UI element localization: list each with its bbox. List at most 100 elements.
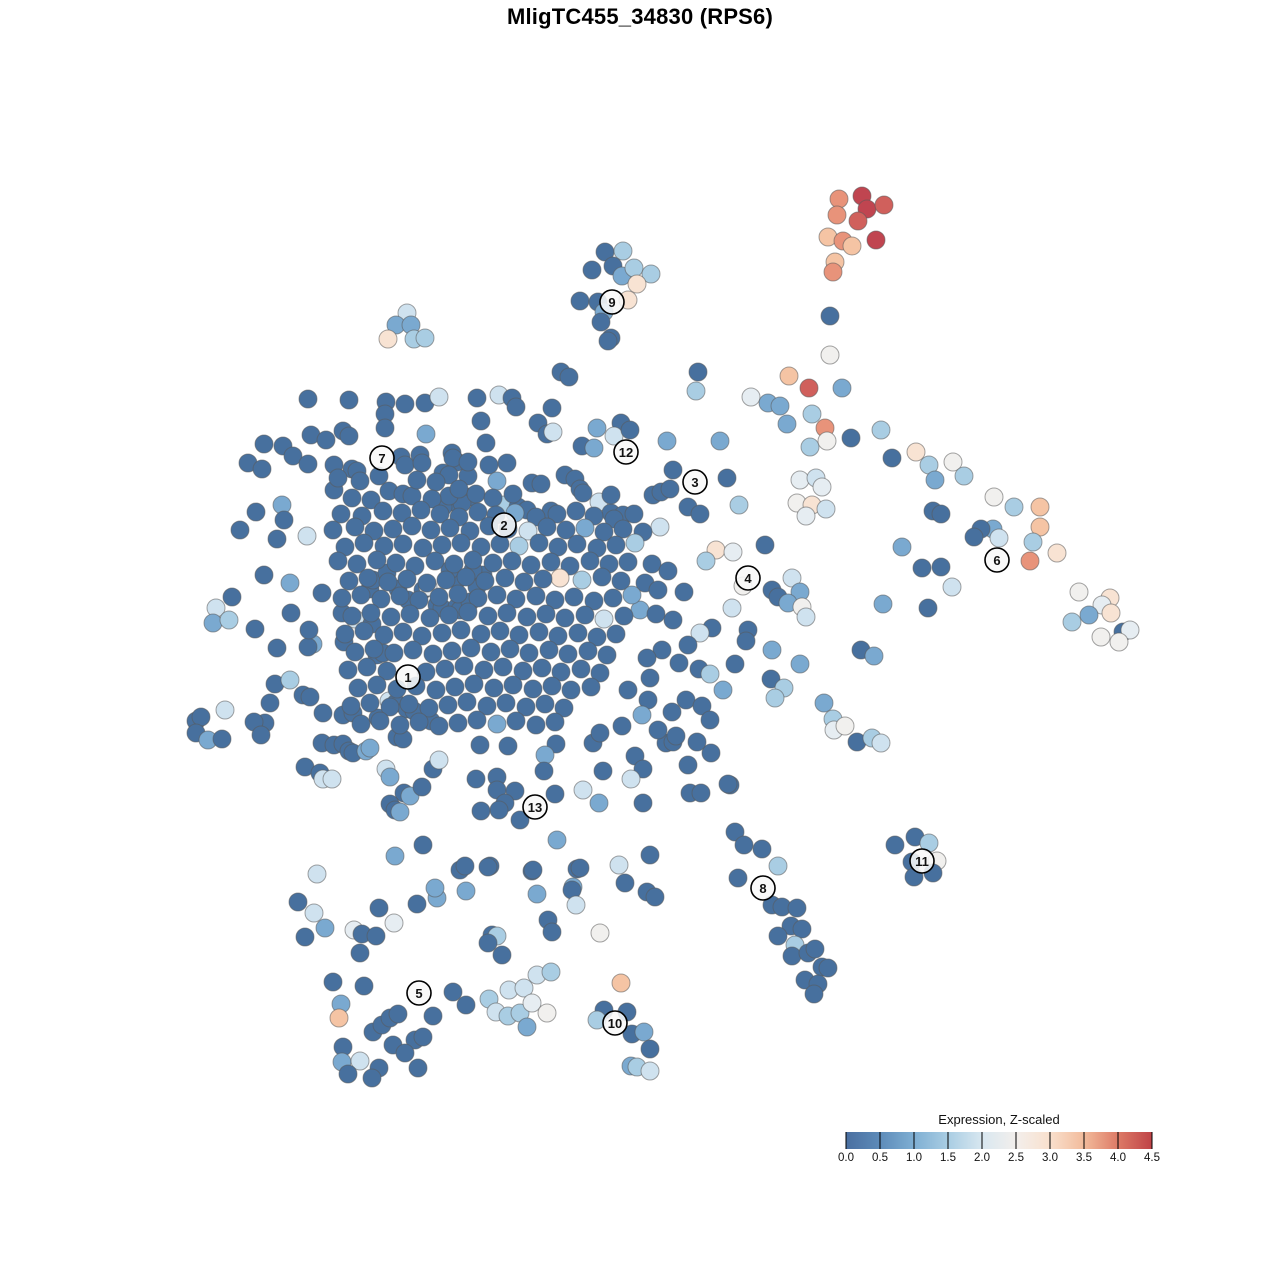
data-point: [342, 488, 362, 508]
svg-text:3: 3: [691, 475, 698, 490]
data-point: [444, 554, 464, 574]
data-point: [555, 608, 575, 628]
data-point: [413, 1027, 433, 1047]
legend-tick: [1117, 1132, 1119, 1149]
legend-tick-label: 2.5: [1008, 1152, 1024, 1164]
data-point: [645, 887, 665, 907]
legend-tick-label: 1.5: [940, 1152, 956, 1164]
data-point: [354, 533, 374, 553]
data-point: [513, 661, 533, 681]
data-point: [390, 802, 410, 822]
legend-tick: [879, 1132, 881, 1149]
data-point: [421, 520, 441, 540]
legend-title: Expression, Z-scaled: [938, 1112, 1060, 1127]
data-point: [393, 534, 413, 554]
data-point: [429, 716, 449, 736]
data-point: [561, 680, 581, 700]
data-point: [479, 455, 499, 475]
data-point: [313, 703, 333, 723]
data-point: [873, 594, 893, 614]
data-point: [522, 993, 542, 1013]
data-point: [805, 939, 825, 959]
cluster-label: 5: [406, 980, 432, 1006]
data-point: [478, 606, 498, 626]
data-point: [627, 274, 647, 294]
data-point: [534, 761, 554, 781]
data-point: [403, 640, 423, 660]
data-point: [606, 624, 626, 644]
legend-tick-label: 3.0: [1042, 1152, 1058, 1164]
data-point: [648, 720, 668, 740]
data-point: [678, 755, 698, 775]
data-point: [471, 624, 491, 644]
data-point: [383, 519, 403, 539]
data-point: [625, 533, 645, 553]
data-point: [752, 839, 772, 859]
data-point: [476, 433, 496, 453]
data-point: [297, 526, 317, 546]
legend-tick-label: 0.0: [838, 1152, 854, 1164]
data-point: [518, 521, 538, 541]
data-point: [483, 488, 503, 508]
data-point: [657, 431, 677, 451]
svg-text:4: 4: [744, 571, 752, 586]
data-point: [662, 702, 682, 722]
cluster-label: 7: [369, 445, 395, 471]
data-point: [351, 714, 371, 734]
data-point: [506, 711, 526, 731]
svg-text:11: 11: [915, 854, 929, 869]
data-point: [203, 613, 223, 633]
data-point: [624, 504, 644, 524]
data-point: [734, 835, 754, 855]
data-point: [652, 640, 672, 660]
data-point: [351, 585, 371, 605]
data-point: [448, 713, 468, 733]
data-point: [338, 1064, 358, 1084]
data-point: [1101, 603, 1121, 623]
data-point: [609, 855, 629, 875]
data-point: [323, 972, 343, 992]
data-point: [700, 710, 720, 730]
data-point: [792, 919, 812, 939]
data-point: [230, 520, 250, 540]
data-point: [339, 571, 359, 591]
data-point: [624, 258, 644, 278]
data-point: [526, 715, 546, 735]
data-point: [542, 922, 562, 942]
data-point: [564, 587, 584, 607]
data-point: [345, 517, 365, 537]
svg-text:6: 6: [993, 553, 1000, 568]
data-point: [456, 881, 476, 901]
data-point: [500, 639, 520, 659]
data-point: [713, 680, 733, 700]
data-point: [467, 710, 487, 730]
data-point: [348, 678, 368, 698]
data-point: [578, 641, 598, 661]
data-point: [448, 584, 468, 604]
data-point: [536, 604, 556, 624]
data-point: [316, 430, 336, 450]
data-point: [717, 468, 737, 488]
data-point: [632, 705, 652, 725]
data-point: [432, 535, 452, 555]
data-point: [804, 984, 824, 1004]
data-point: [800, 437, 820, 457]
data-point: [912, 558, 932, 578]
data-point: [542, 676, 562, 696]
data-point: [384, 643, 404, 663]
data-point: [1062, 612, 1082, 632]
data-point: [611, 571, 631, 591]
data-point: [761, 669, 781, 689]
legend-tick: [1083, 1132, 1085, 1149]
data-point: [412, 777, 432, 797]
data-point: [429, 387, 449, 407]
data-point: [573, 483, 593, 503]
data-point: [467, 388, 487, 408]
data-point: [381, 607, 401, 627]
data-point: [1120, 620, 1140, 640]
data-point: [615, 873, 635, 893]
data-point: [701, 743, 721, 763]
data-point: [454, 656, 474, 676]
data-point: [464, 674, 484, 694]
data-point: [796, 506, 816, 526]
